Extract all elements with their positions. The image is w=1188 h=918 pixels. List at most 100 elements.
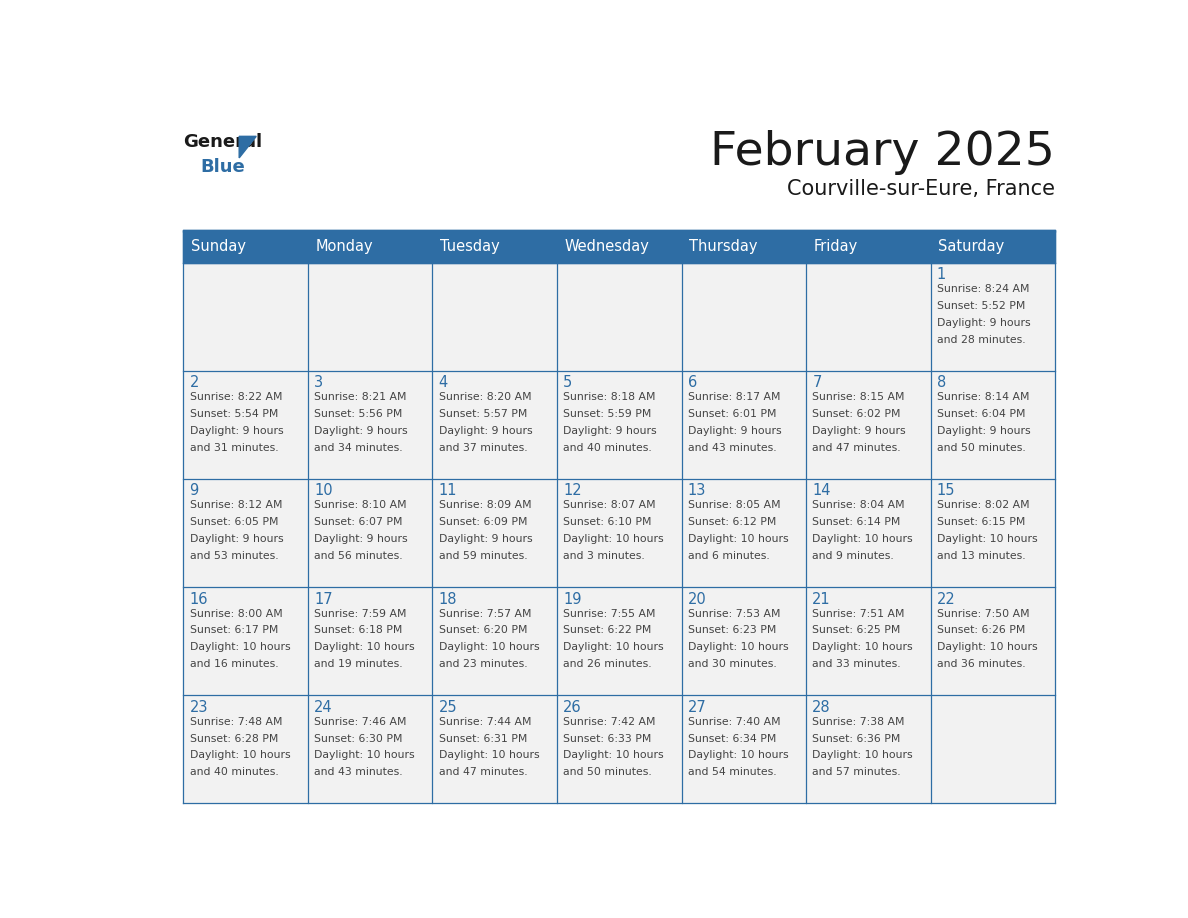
Text: Sunrise: 8:14 AM: Sunrise: 8:14 AM — [937, 392, 1029, 402]
Text: 7: 7 — [813, 375, 822, 390]
Text: Daylight: 9 hours: Daylight: 9 hours — [438, 426, 532, 436]
Text: Sunrise: 8:15 AM: Sunrise: 8:15 AM — [813, 392, 905, 402]
Text: Sunrise: 8:24 AM: Sunrise: 8:24 AM — [937, 285, 1029, 294]
Text: and 37 minutes.: and 37 minutes. — [438, 443, 527, 453]
Text: 4: 4 — [438, 375, 448, 390]
Text: General: General — [183, 133, 263, 151]
Bar — [930, 587, 1055, 695]
Bar — [682, 371, 807, 479]
Bar — [183, 230, 1055, 231]
Text: Sunset: 6:15 PM: Sunset: 6:15 PM — [937, 518, 1025, 527]
Text: Sunset: 6:02 PM: Sunset: 6:02 PM — [813, 409, 901, 420]
Text: Daylight: 10 hours: Daylight: 10 hours — [937, 534, 1037, 544]
Bar — [557, 263, 682, 371]
Text: Sunset: 6:14 PM: Sunset: 6:14 PM — [813, 518, 901, 527]
Text: Sunset: 5:52 PM: Sunset: 5:52 PM — [937, 301, 1025, 311]
Text: and 40 minutes.: and 40 minutes. — [563, 443, 652, 453]
Text: Daylight: 10 hours: Daylight: 10 hours — [563, 534, 664, 544]
Text: Daylight: 9 hours: Daylight: 9 hours — [438, 534, 532, 544]
Bar — [308, 263, 432, 371]
Bar — [930, 695, 1055, 803]
Text: and 31 minutes.: and 31 minutes. — [190, 443, 278, 453]
Text: Daylight: 9 hours: Daylight: 9 hours — [314, 426, 407, 436]
Text: and 56 minutes.: and 56 minutes. — [314, 551, 403, 561]
Text: and 6 minutes.: and 6 minutes. — [688, 551, 770, 561]
Bar — [183, 479, 308, 587]
Text: Sunrise: 8:09 AM: Sunrise: 8:09 AM — [438, 500, 531, 510]
Text: Sunrise: 8:02 AM: Sunrise: 8:02 AM — [937, 500, 1030, 510]
Text: Wednesday: Wednesday — [564, 239, 650, 254]
Text: 8: 8 — [937, 375, 946, 390]
Bar — [930, 263, 1055, 371]
Bar — [183, 695, 308, 803]
Text: 27: 27 — [688, 700, 707, 715]
Bar — [308, 587, 432, 695]
Text: Sunrise: 8:05 AM: Sunrise: 8:05 AM — [688, 500, 781, 510]
Text: Sunset: 5:56 PM: Sunset: 5:56 PM — [314, 409, 403, 420]
Text: Sunrise: 8:17 AM: Sunrise: 8:17 AM — [688, 392, 781, 402]
Text: and 43 minutes.: and 43 minutes. — [314, 767, 403, 778]
Text: Sunrise: 7:42 AM: Sunrise: 7:42 AM — [563, 717, 656, 727]
Text: 21: 21 — [813, 591, 830, 607]
Text: Daylight: 10 hours: Daylight: 10 hours — [190, 751, 290, 760]
Text: 18: 18 — [438, 591, 457, 607]
Text: Sunrise: 8:10 AM: Sunrise: 8:10 AM — [314, 500, 406, 510]
Text: 17: 17 — [314, 591, 333, 607]
Text: 25: 25 — [438, 700, 457, 715]
Text: 11: 11 — [438, 484, 457, 498]
Text: Daylight: 10 hours: Daylight: 10 hours — [314, 751, 415, 760]
Text: and 54 minutes.: and 54 minutes. — [688, 767, 777, 778]
Text: and 26 minutes.: and 26 minutes. — [563, 659, 652, 669]
Text: Sunset: 6:23 PM: Sunset: 6:23 PM — [688, 625, 776, 635]
Text: Sunset: 6:10 PM: Sunset: 6:10 PM — [563, 518, 652, 527]
Text: Sunrise: 7:55 AM: Sunrise: 7:55 AM — [563, 609, 656, 619]
Text: 5: 5 — [563, 375, 573, 390]
Bar — [432, 263, 557, 371]
Text: and 40 minutes.: and 40 minutes. — [190, 767, 278, 778]
Bar — [557, 695, 682, 803]
Text: February 2025: February 2025 — [710, 130, 1055, 175]
Text: Daylight: 10 hours: Daylight: 10 hours — [813, 643, 912, 653]
Text: Sunrise: 8:07 AM: Sunrise: 8:07 AM — [563, 500, 656, 510]
Text: Daylight: 10 hours: Daylight: 10 hours — [438, 751, 539, 760]
Text: Sunset: 6:17 PM: Sunset: 6:17 PM — [190, 625, 278, 635]
Text: and 50 minutes.: and 50 minutes. — [937, 443, 1025, 453]
Text: Sunset: 6:30 PM: Sunset: 6:30 PM — [314, 733, 403, 744]
Text: Sunrise: 8:20 AM: Sunrise: 8:20 AM — [438, 392, 531, 402]
Text: Sunset: 6:18 PM: Sunset: 6:18 PM — [314, 625, 403, 635]
Text: Thursday: Thursday — [689, 239, 758, 254]
Text: Daylight: 9 hours: Daylight: 9 hours — [563, 426, 657, 436]
Text: and 19 minutes.: and 19 minutes. — [314, 659, 403, 669]
Bar — [557, 479, 682, 587]
Text: Daylight: 10 hours: Daylight: 10 hours — [813, 534, 912, 544]
Text: 2: 2 — [190, 375, 198, 390]
Bar — [432, 695, 557, 803]
Text: and 30 minutes.: and 30 minutes. — [688, 659, 777, 669]
Text: Sunset: 6:22 PM: Sunset: 6:22 PM — [563, 625, 651, 635]
Bar — [807, 371, 930, 479]
Text: and 47 minutes.: and 47 minutes. — [438, 767, 527, 778]
Text: Sunrise: 8:00 AM: Sunrise: 8:00 AM — [190, 609, 283, 619]
Text: 1: 1 — [937, 267, 946, 282]
Text: Daylight: 10 hours: Daylight: 10 hours — [190, 643, 290, 653]
Text: Sunrise: 7:53 AM: Sunrise: 7:53 AM — [688, 609, 781, 619]
Text: Sunrise: 8:04 AM: Sunrise: 8:04 AM — [813, 500, 905, 510]
Text: 12: 12 — [563, 484, 582, 498]
Text: Monday: Monday — [316, 239, 373, 254]
Text: Daylight: 10 hours: Daylight: 10 hours — [563, 751, 664, 760]
Text: Sunset: 5:57 PM: Sunset: 5:57 PM — [438, 409, 527, 420]
Text: Sunset: 5:59 PM: Sunset: 5:59 PM — [563, 409, 651, 420]
Text: 23: 23 — [190, 700, 208, 715]
Bar — [183, 371, 308, 479]
Bar — [930, 371, 1055, 479]
Text: Saturday: Saturday — [939, 239, 1005, 254]
Text: 10: 10 — [314, 484, 333, 498]
Text: Daylight: 9 hours: Daylight: 9 hours — [937, 318, 1030, 328]
Text: 14: 14 — [813, 484, 830, 498]
Polygon shape — [239, 137, 257, 158]
Text: Sunrise: 8:18 AM: Sunrise: 8:18 AM — [563, 392, 656, 402]
Text: and 43 minutes.: and 43 minutes. — [688, 443, 777, 453]
Text: and 34 minutes.: and 34 minutes. — [314, 443, 403, 453]
Text: and 9 minutes.: and 9 minutes. — [813, 551, 895, 561]
Text: Sunset: 6:05 PM: Sunset: 6:05 PM — [190, 518, 278, 527]
